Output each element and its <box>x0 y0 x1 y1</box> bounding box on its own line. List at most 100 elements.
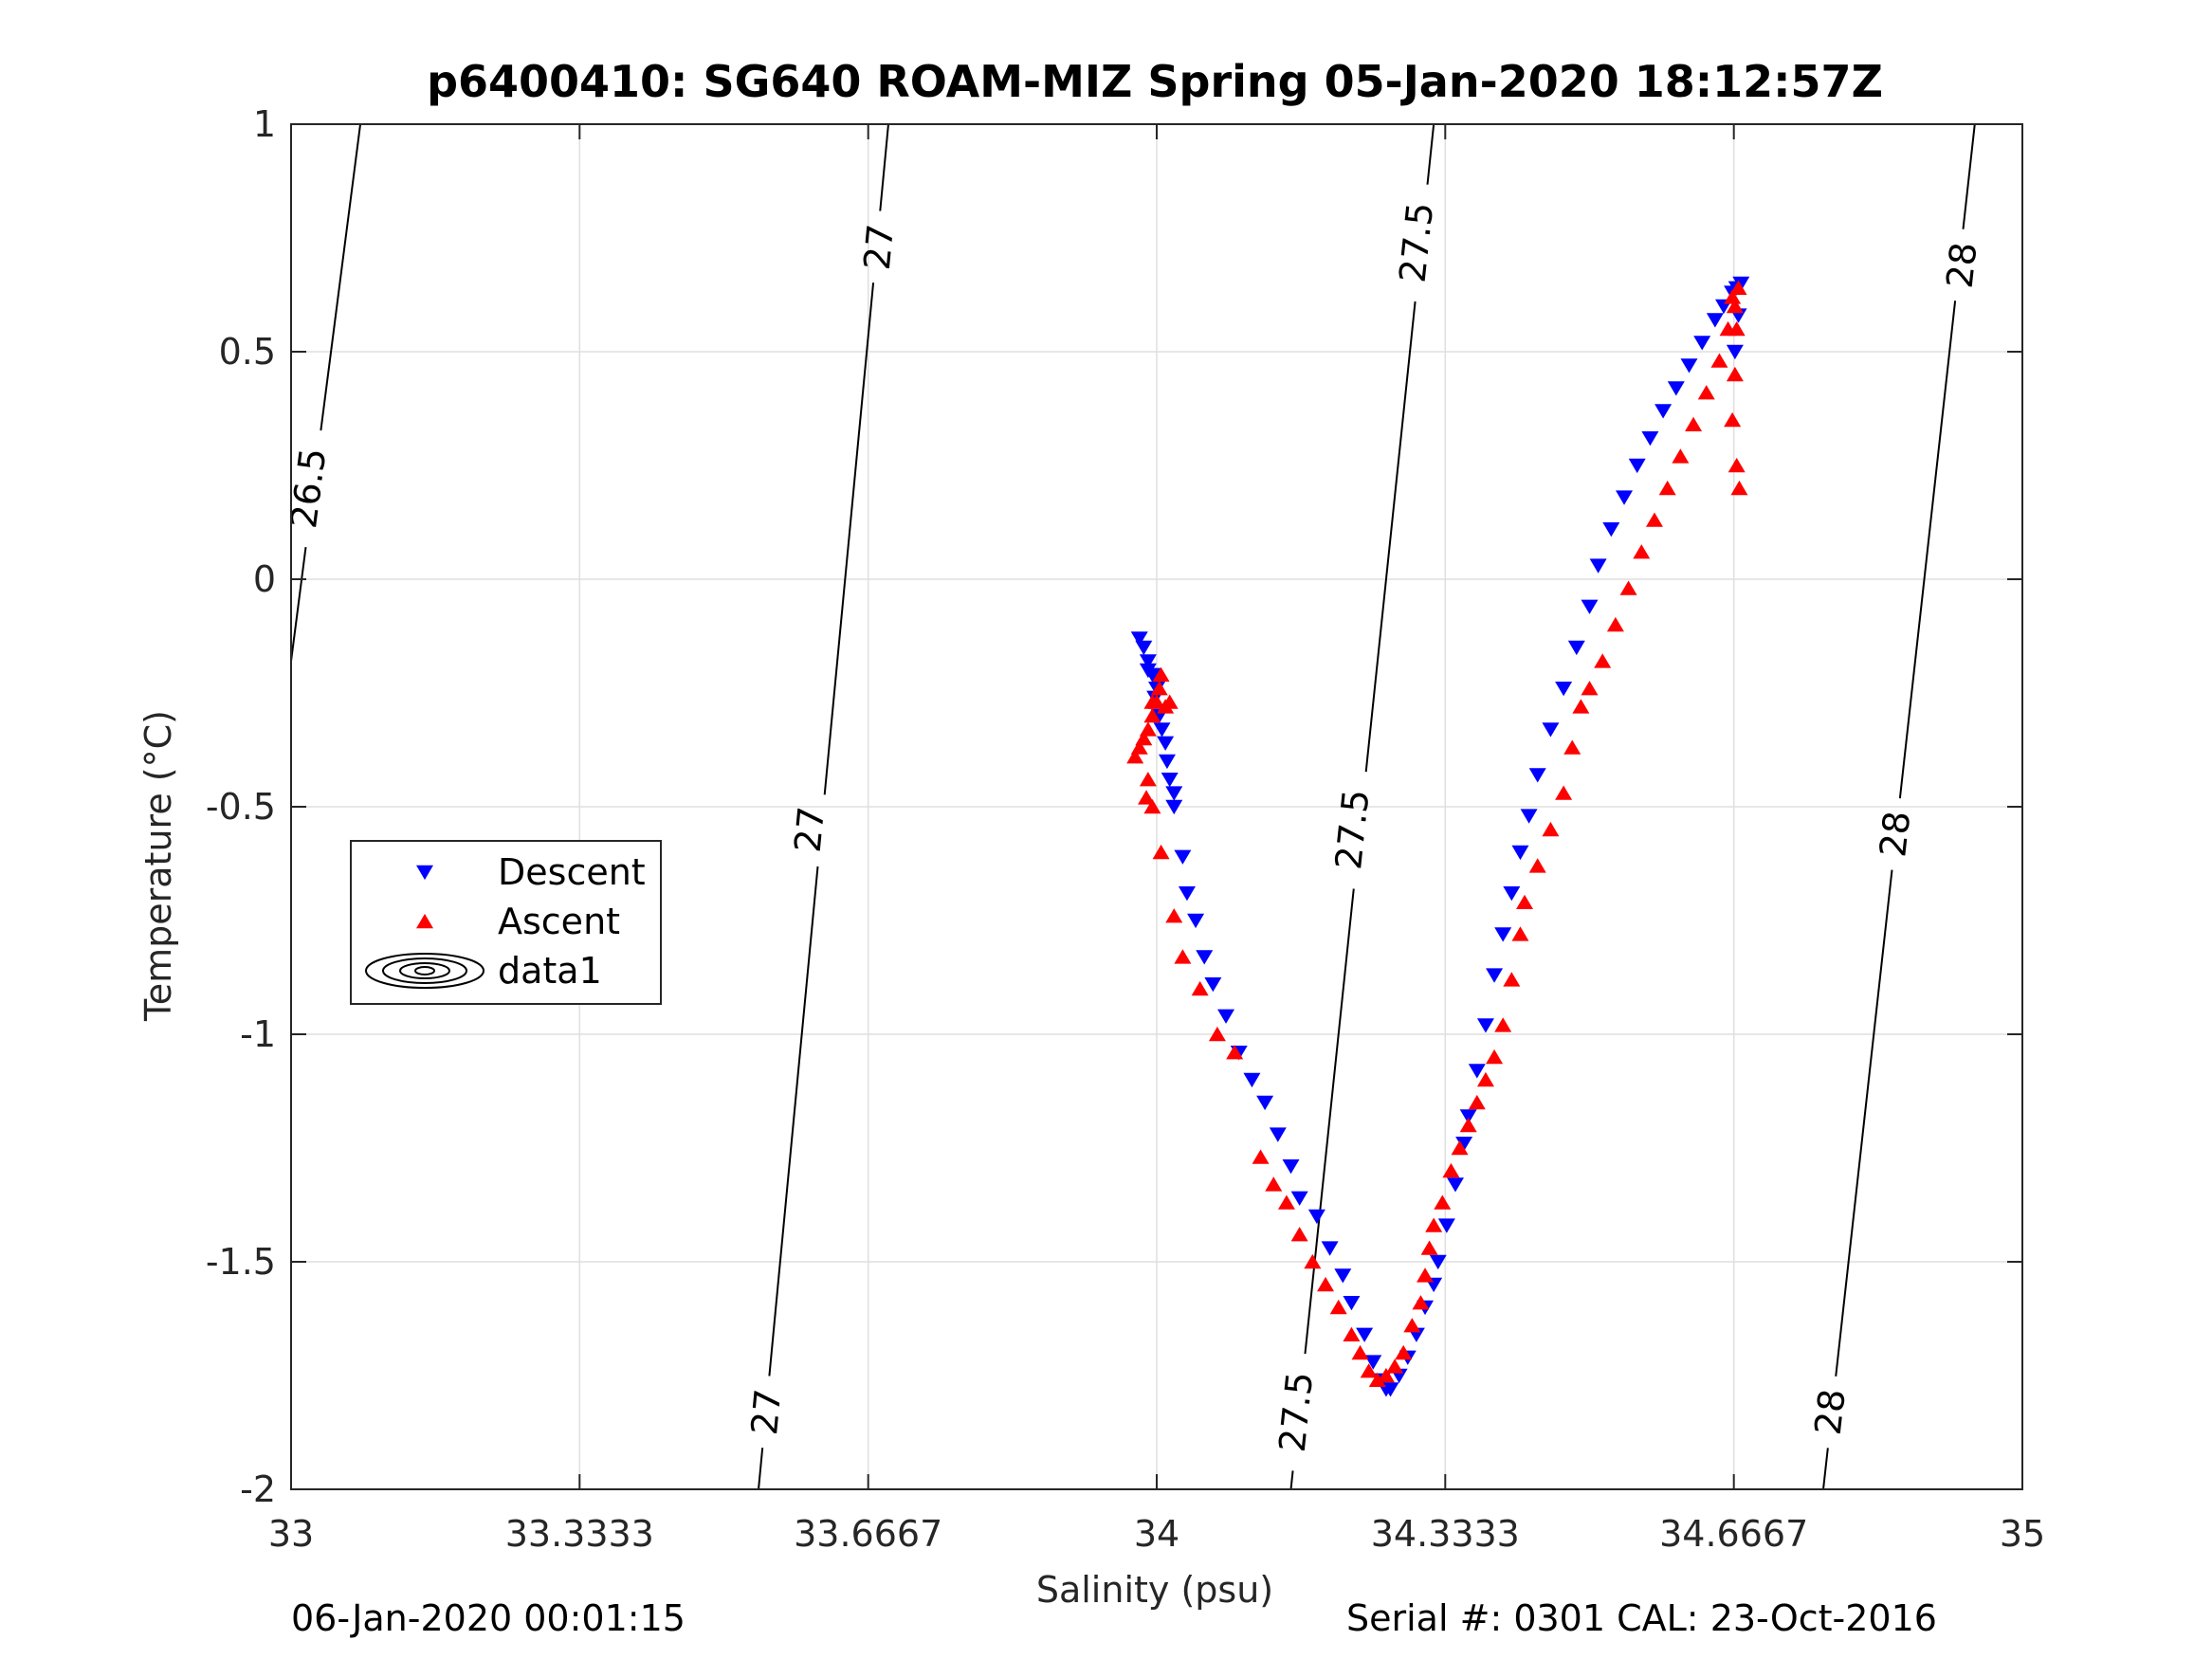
ascent-point <box>1412 1295 1430 1310</box>
ascent-point <box>1165 908 1183 923</box>
footer-timestamp: 06-Jan-2020 00:01:15 <box>291 1597 686 1639</box>
x-tick-label: 33 <box>268 1513 314 1555</box>
descent-point <box>1204 977 1222 993</box>
descent-point <box>1343 1296 1361 1311</box>
descent-point <box>1153 722 1171 738</box>
ascent-point <box>1697 385 1715 400</box>
descent-point <box>1217 1009 1235 1024</box>
descent-point <box>1256 1095 1274 1111</box>
ascent-point <box>1633 544 1651 559</box>
ascent-point <box>1377 1367 1395 1383</box>
descent-point <box>1290 1191 1308 1206</box>
ascent-point <box>1420 1240 1438 1255</box>
ascent-point <box>1476 1071 1494 1087</box>
contour-label: 27.5 <box>1392 200 1442 284</box>
contour-line-28 <box>1835 869 1893 1376</box>
descent-point <box>1282 1159 1300 1175</box>
ascent-point <box>1395 1344 1413 1360</box>
ascent-point <box>1672 448 1690 464</box>
y-tick-label: -2 <box>240 1468 276 1510</box>
descent-point <box>1455 1137 1473 1152</box>
ascent-point <box>1724 411 1742 428</box>
ascent-point <box>1572 699 1590 714</box>
ascent-point <box>1486 1048 1504 1065</box>
descent-point <box>1158 754 1176 770</box>
ascent-point <box>1645 512 1663 527</box>
contour-label: 27 <box>787 805 832 854</box>
ascent-point <box>1434 1194 1452 1210</box>
contour-line-28 <box>1962 123 1976 229</box>
y-tick-label: -0.5 <box>206 786 276 828</box>
ascent-point <box>1606 616 1624 632</box>
ascent-point <box>1726 366 1744 382</box>
descent-point <box>1356 1327 1374 1342</box>
ascent-point <box>1425 1217 1443 1232</box>
legend-contour-icon <box>365 953 484 989</box>
contour-label: 27.5 <box>1327 788 1378 872</box>
ascent-point <box>1503 972 1521 987</box>
legend-label: data1 <box>498 950 602 992</box>
ascent-point <box>1265 1176 1283 1192</box>
ascent-point <box>1516 894 1534 909</box>
ascent-point <box>1150 681 1168 696</box>
ascent-point <box>1126 749 1144 764</box>
descent-point <box>1437 1218 1455 1233</box>
descent-point <box>1321 1241 1339 1256</box>
descent-point <box>1468 1064 1486 1079</box>
descent-point <box>1334 1268 1352 1284</box>
ascent-point <box>1252 1149 1270 1164</box>
descent-point <box>1196 950 1214 965</box>
contour-line-27 <box>823 283 875 795</box>
x-tick-label: 34.3333 <box>1371 1513 1520 1555</box>
ascent-point <box>1710 353 1728 368</box>
ascent-point <box>1581 681 1599 696</box>
descent-point <box>1157 736 1175 751</box>
contour-line-27.5 <box>1364 301 1417 773</box>
ascent-point <box>1511 926 1529 941</box>
descent-point <box>1187 913 1205 929</box>
legend-marker-descent <box>416 865 433 881</box>
ascent-point <box>1555 785 1573 800</box>
y-tick-label: 0.5 <box>219 331 276 373</box>
descent-point <box>1381 1382 1399 1397</box>
contour-line-27.5 <box>1289 1470 1294 1490</box>
ascent-point <box>1685 416 1703 431</box>
descent-point <box>1616 490 1634 505</box>
y-axis-label: Temperature (°C) <box>137 710 179 1022</box>
descent-point <box>1165 799 1183 815</box>
descent-point <box>1476 1018 1494 1033</box>
ascent-point <box>1152 844 1170 860</box>
ascent-point <box>1594 653 1612 668</box>
ascent-point <box>1403 1318 1421 1333</box>
y-tick-label: 1 <box>253 103 276 145</box>
ascent-point <box>1417 1267 1435 1283</box>
descent-point <box>1654 404 1673 419</box>
x-axis-label: Salinity (psu) <box>1036 1569 1273 1611</box>
ascent-point <box>1138 790 1156 805</box>
legend-contour-icon <box>382 957 467 984</box>
ascent-point <box>1542 821 1560 837</box>
descent-point <box>1602 522 1620 538</box>
descent-point <box>1307 1209 1325 1225</box>
ascent-point <box>1329 1299 1347 1315</box>
contour-line-27 <box>758 1448 764 1490</box>
descent-point <box>1139 654 1157 669</box>
legend: Descent Ascent data1 <box>350 840 662 1005</box>
descent-point <box>1161 773 1179 788</box>
ascent-point <box>1143 798 1161 814</box>
ascent-point <box>1528 858 1546 873</box>
descent-point <box>1667 381 1685 396</box>
descent-point <box>1130 631 1148 647</box>
chart-title: p6400410: SG640 ROAM-MIZ Spring 05-Jan-2… <box>427 56 1883 107</box>
ascent-point <box>1317 1276 1335 1292</box>
contour-label: 28 <box>1807 1387 1854 1437</box>
descent-point <box>1486 968 1504 983</box>
descent-point <box>1174 849 1192 865</box>
descent-point <box>1364 1355 1382 1370</box>
ascent-point <box>1135 730 1153 746</box>
descent-point <box>1542 722 1560 738</box>
descent-point <box>1567 640 1585 656</box>
contour-line-28 <box>1898 301 1957 799</box>
